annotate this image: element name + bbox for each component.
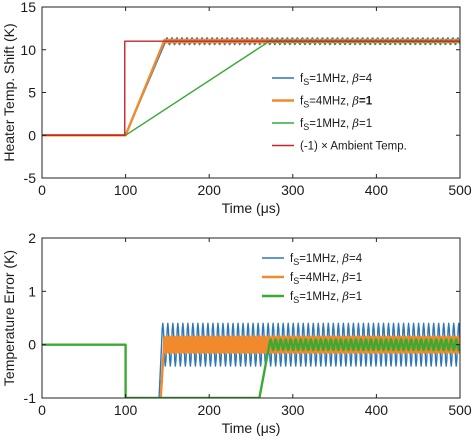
x-tick-label: 400 <box>365 402 389 418</box>
legend-entry-1: fS=4MHz, β=1 <box>290 270 362 286</box>
x-tick-label: 200 <box>198 402 222 418</box>
x-tick-label: 100 <box>114 182 138 198</box>
y-tick-label: 15 <box>20 0 36 15</box>
legend: fS=1MHz, β=4 fS=4MHz, β=1 fS=1MHz, β=1 <box>262 251 363 305</box>
x-axis-label: Time (μs) <box>222 200 281 216</box>
x-tick-label: 300 <box>281 402 305 418</box>
legend-entry-2: fS=1MHz, β=1 <box>290 289 362 305</box>
x-tick-label: 100 <box>114 402 138 418</box>
legend-entry-2: fS=1MHz, β=1 <box>300 116 372 132</box>
series-group <box>42 37 460 137</box>
x-tick-label: 200 <box>198 182 222 198</box>
series-line-3 <box>42 40 460 136</box>
y-tick-label: 0 <box>28 337 36 353</box>
y-tick-label: 10 <box>20 42 36 58</box>
x-tick-label: 0 <box>38 402 46 418</box>
y-tick-label: 0 <box>28 127 36 143</box>
y-tick-label: -1 <box>24 390 37 406</box>
legend-entry-3: (-1) × Ambient Temp. <box>300 141 407 153</box>
legend-entry-1: fS=4MHz, β=1 <box>300 94 373 110</box>
y-axis-label: Heater Temp. Shift (K) <box>1 23 17 161</box>
series-group <box>42 322 460 398</box>
series-line-1 <box>42 38 460 137</box>
series-line-0 <box>158 322 460 398</box>
y-tick-label: 2 <box>28 230 36 246</box>
x-tick-label: 400 <box>365 182 389 198</box>
legend-entry-0: fS=1MHz, β=4 <box>300 71 373 87</box>
x-tick-label: 500 <box>448 402 472 418</box>
series-line-2 <box>42 338 460 398</box>
y-axis-label: Temperature Error (K) <box>1 250 17 386</box>
x-tick-label: 500 <box>448 182 472 198</box>
x-axis-label: Time (μs) <box>222 420 281 436</box>
legend: fS=1MHz, β=4 fS=4MHz, β=1 fS=1MHz, β=1 (-1)… <box>272 71 407 153</box>
y-tick-label: -5 <box>24 170 37 186</box>
plot-frame <box>41 237 461 399</box>
y-tick-label: 1 <box>28 283 36 299</box>
y-tick-label: 5 <box>28 85 36 101</box>
x-tick-label: 300 <box>281 182 305 198</box>
legend-entry-0: fS=1MHz, β=4 <box>290 251 363 267</box>
series-line-2 <box>42 39 460 136</box>
x-tick-label: 0 <box>38 182 46 198</box>
